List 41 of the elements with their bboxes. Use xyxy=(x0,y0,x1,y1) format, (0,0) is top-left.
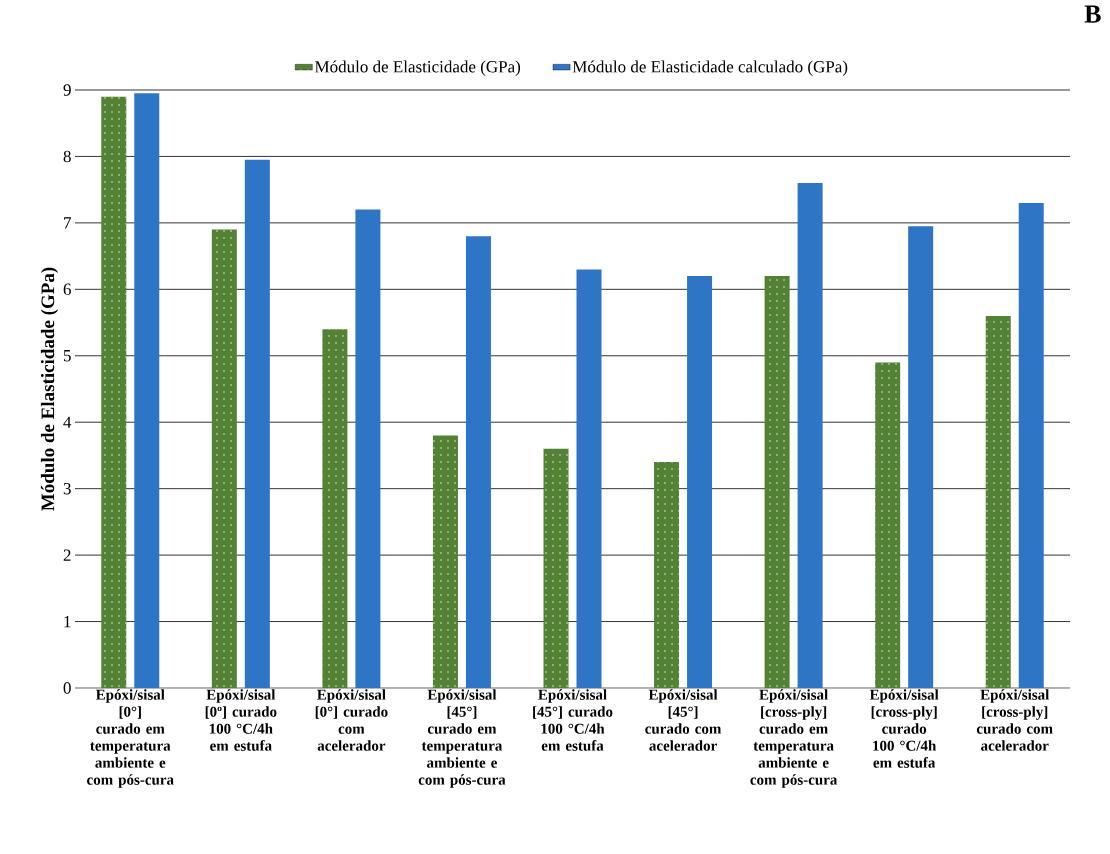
bar xyxy=(465,236,491,688)
y-tick-label: 9 xyxy=(63,84,71,96)
x-tick-label: Epóxi/sisal [45°] curado em temperatura ambiente e com pós-cura xyxy=(418,689,506,788)
bar xyxy=(244,159,270,688)
bar xyxy=(432,435,458,688)
y-tick-label: 0 xyxy=(63,682,71,694)
y-tick-label: 6 xyxy=(63,283,71,296)
y-tick-label: 1 xyxy=(64,615,71,628)
bar xyxy=(101,96,127,688)
bar xyxy=(355,209,381,688)
bar xyxy=(797,183,823,688)
y-tick-label: 4 xyxy=(63,416,72,428)
bar xyxy=(687,276,713,688)
x-tick-label: Epóxi/sisal [0º] curado 100 °C/4h em estufa xyxy=(205,689,277,751)
bar xyxy=(1018,202,1044,688)
y-axis-title: Módulo de Elasticidade (GPa) xyxy=(40,267,59,511)
bar xyxy=(875,362,901,688)
bar xyxy=(764,276,790,688)
y-tick-label: 5 xyxy=(63,350,71,362)
x-tick-label: Epóxi/sisal [cross-ply] curado em temperatura ambiente e com pós-cura xyxy=(750,689,838,788)
bar xyxy=(576,269,602,688)
bar xyxy=(543,448,569,688)
bar xyxy=(211,229,237,688)
y-tick-label: 3 xyxy=(63,482,71,495)
bar xyxy=(134,93,160,688)
bar xyxy=(908,226,934,688)
y-tick-label: 7 xyxy=(64,217,71,229)
text: B xyxy=(1084,5,1101,23)
legend-label: Módulo de Elasticidade calculado (GPa) xyxy=(572,60,848,76)
bar xyxy=(985,315,1011,688)
y-tick-label: 2 xyxy=(63,549,71,561)
y-tick-label: 8 xyxy=(63,150,71,163)
x-tick-label: Epóxi/sisal [cross-ply] curado 100 °C/4h em estufa xyxy=(869,689,939,768)
bar xyxy=(322,329,348,688)
x-tick-label: Epóxi/sisal [cross-ply] curado com acelerador xyxy=(976,689,1053,751)
x-tick-label: Epóxi/sisal [0°] curado em temperatura ambiente e com pós-cura xyxy=(87,689,174,788)
bar xyxy=(654,462,680,688)
legend-label: Módulo de Elasticidade (GPa) xyxy=(314,60,521,76)
x-tick-label: Epóxi/sisal [0°] curado com acelerador xyxy=(315,689,388,751)
x-tick-label: Epóxi/sisal [45°] curado com acelerador xyxy=(645,689,722,751)
x-tick-label: Epóxi/sisal [45°] curado 100 °C/4h em estufa xyxy=(533,689,613,751)
